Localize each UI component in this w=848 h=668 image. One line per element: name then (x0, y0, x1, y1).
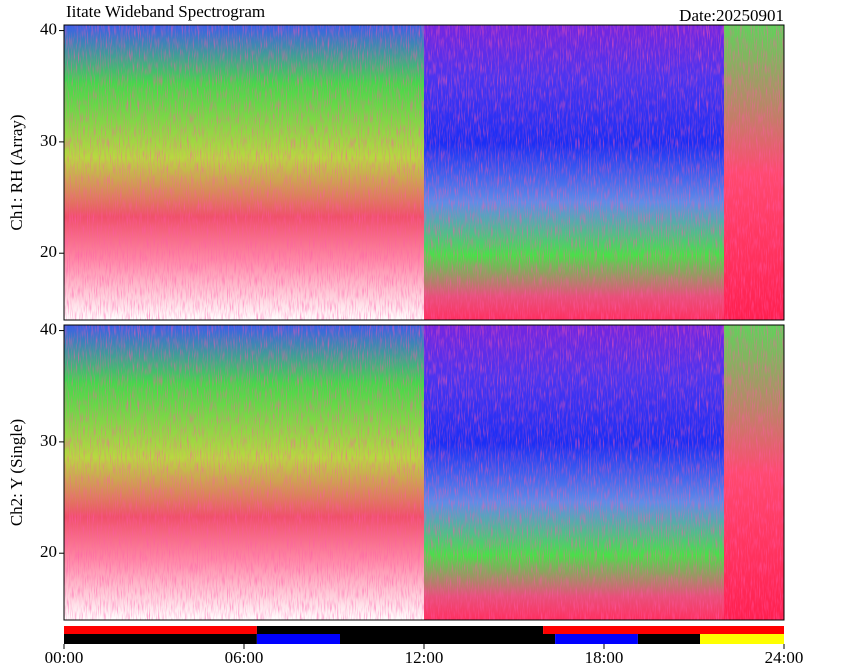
x-tick-label: 12:00 (405, 648, 444, 667)
spectrogram-image (64, 325, 784, 620)
chart-title: Iitate Wideband Spectrogram (66, 2, 265, 21)
status-segment (256, 634, 340, 644)
x-tick-label: 24:00 (765, 648, 804, 667)
status-segment (637, 634, 700, 644)
spectrogram-image (64, 25, 784, 320)
status-segment (64, 626, 257, 634)
y-axis-label: Ch1: RH (Array) (7, 114, 26, 230)
status-segment (700, 634, 784, 644)
y-tick-label: 40 (40, 319, 57, 338)
status-segment (543, 626, 784, 634)
x-tick-label: 00:00 (45, 648, 84, 667)
y-axis-label: Ch2: Y (Single) (7, 419, 26, 526)
y-tick-label: 30 (40, 131, 57, 150)
status-segment (555, 634, 638, 644)
x-tick-label: 06:00 (225, 648, 264, 667)
date-label: Date:20250901 (679, 6, 784, 25)
status-segment (64, 634, 257, 644)
y-tick-label: 20 (40, 242, 57, 261)
y-tick-label: 40 (40, 19, 57, 38)
plot-frame (63, 324, 785, 621)
status-segment (340, 634, 556, 644)
plot-frame (63, 24, 785, 321)
y-tick-label: 20 (40, 542, 57, 561)
x-tick-label: 18:00 (585, 648, 624, 667)
y-tick-label: 30 (40, 431, 57, 450)
status-segment (256, 626, 544, 634)
